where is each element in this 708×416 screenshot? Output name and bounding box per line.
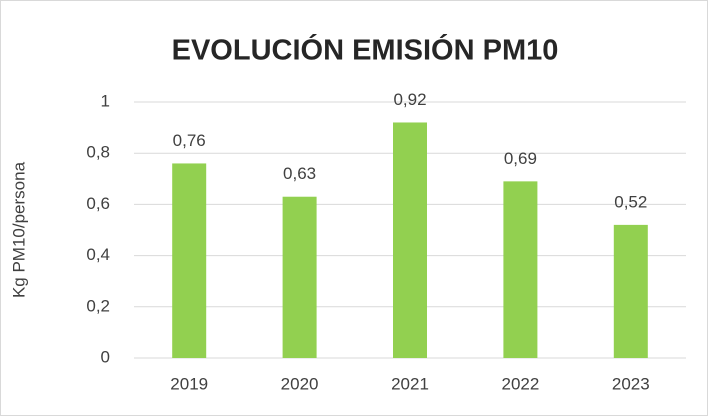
x-tick-label: 2019 (170, 374, 208, 393)
y-tick-label: 0,8 (86, 143, 110, 162)
chart-title: EVOLUCIÓN EMISIÓN PM10 (172, 33, 559, 67)
data-label: 0,76 (173, 131, 206, 150)
y-tick-label: 0,6 (86, 194, 110, 213)
bar (172, 163, 207, 358)
y-tick-label: 0,4 (86, 245, 110, 264)
x-tick-label: 2022 (501, 374, 539, 393)
data-label: 0,92 (393, 90, 426, 109)
y-tick-label: 0 (101, 347, 110, 366)
x-tick-label: 2021 (391, 374, 429, 393)
bar (282, 196, 317, 358)
x-tick-label: 2023 (612, 374, 650, 393)
bar (393, 122, 427, 358)
y-tick-label: 1 (101, 91, 110, 110)
data-label: 0,63 (283, 164, 316, 183)
x-tick-label: 2020 (281, 374, 319, 393)
data-label: 0,69 (504, 149, 537, 168)
bar (503, 181, 538, 358)
data-label: 0,52 (614, 192, 647, 211)
bar (613, 224, 648, 358)
y-axis-label: Kg PM10/persona (9, 161, 28, 298)
y-tick-label: 0,2 (86, 296, 110, 315)
